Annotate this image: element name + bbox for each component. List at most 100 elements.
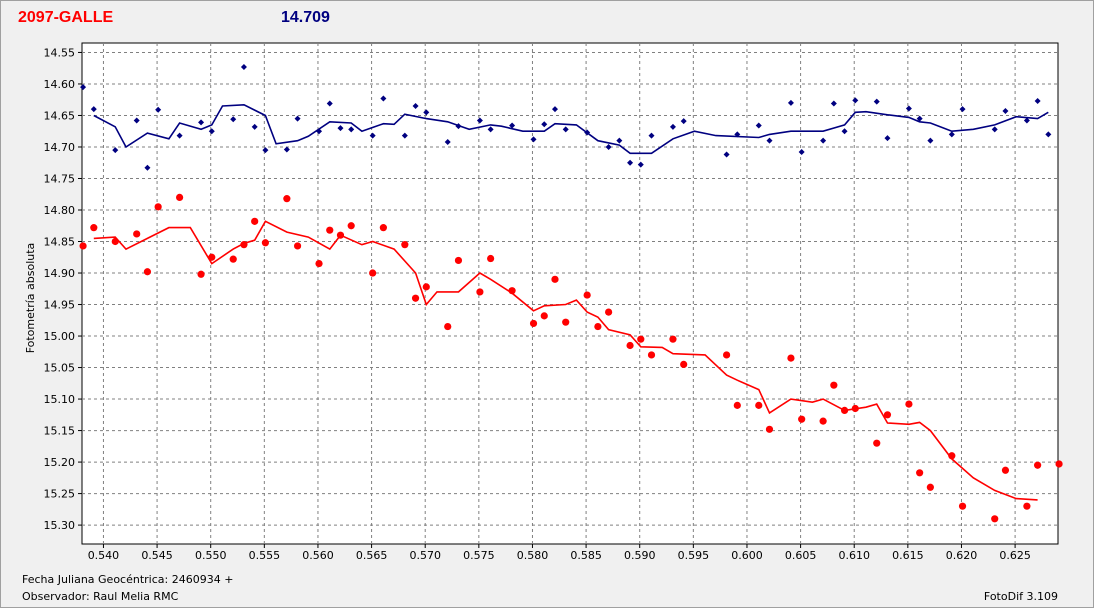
- target-point-26: [476, 288, 484, 296]
- target-point-21: [401, 241, 409, 249]
- comparison-point-56: [948, 131, 955, 138]
- y-tick-label-3: 14.70: [44, 141, 76, 154]
- comparison-point-12: [262, 147, 269, 154]
- trend-lines: [93, 103, 1049, 501]
- comparison-point-60: [1023, 117, 1030, 124]
- x-tick-label-13: 0.605: [785, 549, 817, 562]
- x-tick-label-8: 0.580: [517, 549, 549, 562]
- target-point-55: [926, 483, 934, 491]
- target-point-25: [454, 256, 463, 265]
- observer-label: Observador: Raul Melia RMC: [22, 590, 179, 603]
- comparison-point-19: [369, 132, 376, 139]
- comparison-trend-line: [93, 103, 1049, 155]
- target-point-60: [1023, 502, 1031, 510]
- comparison-point-16: [326, 100, 333, 107]
- comparison-point-50: [852, 97, 859, 104]
- target-point-7: [197, 270, 205, 278]
- comparison-point-15: [316, 128, 323, 135]
- comparison-point-4: [144, 164, 151, 171]
- comparison-point-59: [1002, 108, 1009, 115]
- target-point-42: [733, 401, 741, 409]
- target-point-40: [680, 360, 688, 368]
- y-tick-label-0: 14.55: [44, 46, 76, 59]
- target-point-37: [637, 335, 645, 343]
- target-point-0: [79, 242, 87, 250]
- comparison-point-1: [90, 106, 97, 113]
- x-tick-label-4: 0.560: [302, 549, 334, 562]
- comparison-point-58: [991, 126, 998, 133]
- x-tick-label-10: 0.590: [624, 549, 656, 562]
- comparison-point-31: [551, 106, 558, 113]
- target-point-62: [1055, 460, 1063, 468]
- comparison-point-21: [401, 132, 408, 139]
- x-tick-label-1: 0.545: [141, 549, 173, 562]
- comparison-point-6: [176, 132, 183, 139]
- target-point-2: [111, 237, 119, 246]
- target-point-11: [251, 217, 259, 225]
- comparison-point-25: [455, 123, 462, 130]
- comparison-point-51: [873, 98, 880, 105]
- y-tick-label-11: 15.10: [44, 393, 76, 406]
- target-point-39: [669, 335, 677, 343]
- target-point-32: [562, 318, 570, 326]
- y-tick-label-4: 14.75: [44, 172, 76, 185]
- comparison-point-36: [627, 159, 634, 166]
- target-point-24: [444, 322, 452, 331]
- comparison-point-7: [198, 119, 205, 126]
- comparison-point-44: [766, 137, 773, 144]
- x-tick-label-9: 0.585: [570, 549, 602, 562]
- target-point-50: [851, 404, 859, 413]
- comparison-point-61: [1034, 97, 1041, 104]
- comparison-point-11: [251, 123, 258, 130]
- comparison-point-17: [337, 125, 344, 132]
- software-version: FotoDif 3.109: [983, 590, 1058, 603]
- target-point-58: [991, 515, 999, 523]
- x-tick-label-14: 0.610: [838, 549, 870, 562]
- target-point-30: [540, 312, 548, 320]
- target-point-38: [647, 351, 656, 359]
- comparison-point-27: [487, 126, 494, 133]
- target-point-47: [819, 417, 827, 425]
- comparison-point-35: [616, 137, 623, 144]
- y-axis-ticks: 14.55 14.60 14.65 14.70 14.75 14.80 14.85 14.90…: [44, 46, 82, 532]
- comparison-point-9: [230, 116, 237, 123]
- x-tick-label-7: 0.575: [463, 549, 495, 562]
- comparison-point-40: [680, 118, 687, 125]
- y-tick-label-13: 15.20: [44, 456, 76, 469]
- y-tick-label-2: 14.65: [44, 109, 76, 122]
- target-point-57: [958, 502, 967, 510]
- comparison-point-54: [916, 115, 923, 122]
- comparison-point-10: [240, 63, 247, 70]
- comparison-point-8: [208, 128, 215, 135]
- comparison-point-39: [669, 123, 676, 130]
- y-tick-label-8: 14.95: [44, 299, 76, 312]
- comparison-point-47: [820, 137, 827, 144]
- target-point-46: [798, 415, 806, 423]
- target-point-19: [369, 269, 377, 277]
- comparison-point-28: [509, 122, 516, 129]
- comparison-point-33: [584, 129, 591, 136]
- y-tick-label-15: 15.30: [44, 519, 76, 532]
- comparison-point-23: [423, 109, 430, 116]
- target-point-36: [626, 341, 634, 350]
- x-tick-label-0: 0.540: [88, 549, 120, 562]
- target-point-29: [529, 319, 538, 328]
- x-tick-label-2: 0.550: [195, 549, 227, 562]
- target-point-5: [154, 203, 162, 211]
- mean-magnitude: 14.709: [281, 9, 330, 26]
- target-point-16: [326, 226, 334, 234]
- target-point-3: [133, 230, 141, 238]
- target-point-23: [422, 283, 430, 291]
- comparison-point-0: [80, 84, 87, 91]
- x-tick-label-16: 0.620: [946, 549, 978, 562]
- target-point-43: [755, 401, 763, 409]
- y-tick-label-1: 14.60: [44, 78, 76, 91]
- comparison-point-3: [133, 117, 140, 124]
- target-point-10: [240, 241, 248, 249]
- object-name: 2097-GALLE: [18, 9, 114, 26]
- target-point-53: [905, 400, 913, 408]
- comparison-point-18: [348, 126, 355, 133]
- y-tick-label-6: 14.85: [44, 236, 76, 249]
- target-point-54: [916, 469, 924, 477]
